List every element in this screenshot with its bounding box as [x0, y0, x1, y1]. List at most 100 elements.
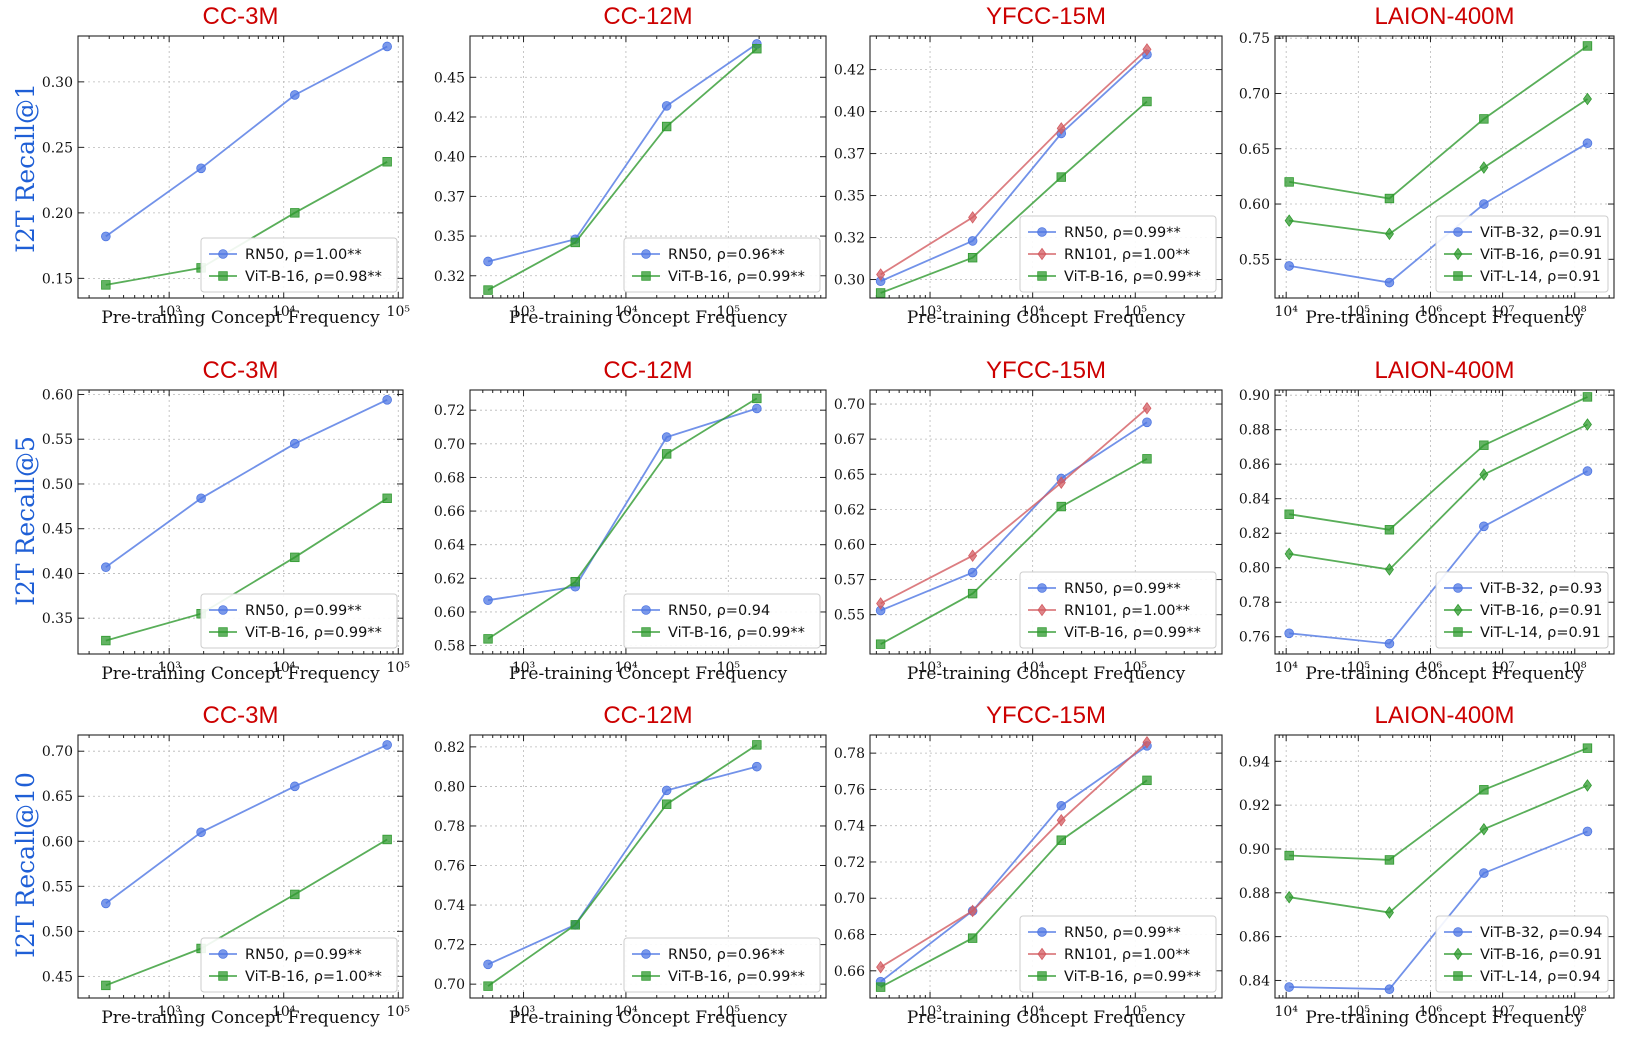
y-tick-label: 0.82 [434, 740, 465, 756]
y-tick-label: 0.78 [1239, 595, 1270, 611]
y-axis: 0.76 0.78 0.80 0.82 0.84 0.86 0.88 0.90 [1239, 388, 1614, 646]
series-line-vit-b-16 [1289, 98, 1588, 235]
data-point-rn50 [382, 41, 392, 52]
data-point-rn101 [1056, 122, 1066, 135]
y-tick-label: 0.68 [434, 470, 465, 486]
gridlines [1275, 36, 1614, 298]
legend-marker [641, 949, 651, 959]
data-point-vit-b-32 [1582, 138, 1593, 149]
legend-label: ViT-B-16, ρ=0.99** [668, 969, 805, 985]
data-point-vit-b-32 [1284, 261, 1294, 271]
series-group [1284, 743, 1593, 995]
x-tick-label: 10⁶ [1419, 1004, 1443, 1020]
legend-entry-rn50: RN50, ρ=0.96** [632, 947, 785, 963]
panel-title: LAION-400M [1374, 702, 1514, 729]
y-axis: 0.58 0.60 0.62 0.64 0.66 0.68 0.70 0.72 [434, 403, 826, 655]
x-tick-label: 10⁸ [1563, 660, 1587, 676]
data-point-vit-b-16 [752, 393, 762, 404]
data-point-vit-b-32 [1479, 199, 1489, 209]
legend-entry-vit-b-32: ViT-B-32, ρ=0.94 [1444, 925, 1602, 941]
y-tick-label: 0.88 [1239, 423, 1270, 439]
data-point-vit-b-16 [290, 889, 300, 900]
legend-label: ViT-L-14, ρ=0.91 [1480, 625, 1601, 641]
series-group [875, 43, 1152, 298]
plot-frame [469, 734, 827, 999]
data-point-vit-b-16 [1056, 835, 1066, 845]
y-tick-label: 0.84 [1239, 492, 1270, 508]
legend: RN50, ρ=0.96** ViT-B-16, ρ=0.99** [623, 237, 821, 293]
y-tick-label: 0.84 [1239, 973, 1270, 989]
data-point-rn50 [483, 256, 493, 267]
legend-entry-rn50: RN50, ρ=0.99** [1028, 925, 1181, 941]
legend-marker [218, 949, 228, 959]
series-group [483, 39, 762, 295]
y-tick-label: 0.66 [834, 964, 865, 980]
data-point-vit-b-16 [382, 834, 392, 845]
y-tick-label: 0.65 [834, 467, 865, 483]
legend-marker [1037, 947, 1047, 961]
x-tick-label: 10³ [512, 660, 535, 676]
data-point-vit-b-16 [570, 576, 580, 587]
panel-title: LAION-400M [1374, 3, 1514, 30]
legend-box [1019, 915, 1217, 993]
x-axis-label: Pre-training Concept Frequency [907, 308, 1186, 328]
data-point-vit-b-16 [290, 208, 300, 218]
y-tick-label: 0.50 [42, 477, 73, 493]
y-tick-label: 0.60 [42, 834, 73, 850]
legend-entry-vit-b-16: ViT-B-16, ρ=0.99** [632, 269, 805, 285]
data-point-vit-l-14 [1582, 41, 1593, 51]
y-axis: 0.35 0.40 0.45 0.50 0.55 0.60 [42, 387, 403, 627]
y-tick-label: 0.70 [42, 744, 73, 760]
series-line-vit-l-14 [1289, 747, 1588, 861]
data-point-rn101 [1142, 43, 1152, 56]
legend-marker [218, 971, 228, 981]
y-tick-label: 0.72 [834, 855, 865, 871]
legend-marker [641, 971, 651, 981]
legend-label: ViT-B-16, ρ=1.00** [245, 969, 382, 985]
data-point-vit-b-16 [1284, 547, 1294, 561]
y-tick-label: 0.20 [42, 206, 73, 222]
data-point-vit-b-32 [1479, 521, 1489, 532]
series-line-rn50 [105, 45, 388, 238]
legend-box [200, 593, 398, 649]
data-point-vit-b-16 [1582, 418, 1592, 431]
data-point-vit-b-32 [1284, 628, 1294, 639]
legend-entry-vit-l-14: ViT-L-14, ρ=0.94 [1444, 969, 1601, 985]
y-tick-label: 0.57 [834, 573, 865, 589]
data-point-rn50 [101, 898, 111, 909]
data-point-vit-b-16 [967, 933, 978, 943]
x-tick-label: 10⁷ [1491, 304, 1515, 320]
x-tick-label: 10³ [157, 304, 180, 320]
series-group [875, 735, 1152, 992]
data-point-vit-b-32 [1582, 466, 1593, 476]
legend-box [1019, 215, 1217, 293]
panel-title: CC-12M [603, 702, 692, 729]
legend-label: ViT-B-32, ρ=0.94 [1480, 925, 1602, 941]
legend-label: RN101, ρ=1.00** [1064, 247, 1190, 263]
series-line-rn50 [487, 43, 758, 263]
legend-marker [1453, 271, 1463, 281]
x-tick-label: 10⁵ [387, 1004, 411, 1020]
series-line-rn50 [105, 398, 388, 568]
data-point-vit-b-16 [875, 639, 886, 649]
data-point-vit-b-16 [382, 157, 392, 167]
y-tick-label: 0.42 [434, 110, 465, 126]
legend-marker [218, 627, 228, 637]
data-point-vit-b-16 [483, 285, 493, 295]
y-tick-label: 0.25 [42, 140, 73, 156]
data-point-vit-b-16 [570, 237, 580, 248]
data-point-vit-b-16 [1479, 161, 1489, 174]
y-axis: 0.30 0.32 0.35 0.37 0.40 0.42 [834, 63, 1222, 289]
legend-marker [1037, 971, 1047, 981]
legend-label: RN50, ρ=0.94 [668, 603, 770, 619]
x-tick-label: 10⁵ [387, 660, 411, 676]
data-point-rn50 [967, 567, 978, 578]
legend: ViT-B-32, ρ=0.94 ViT-B-16, ρ=0.91 ViT-L-14… [1435, 915, 1609, 993]
panel-r1-cc-3m: CC-3M 10³ 10⁴ 10⁵ Pre-training Concept Frequ… [42, 357, 411, 684]
legend-entry-vit-l-14: ViT-L-14, ρ=0.91 [1444, 269, 1601, 285]
legend-entry-vit-b-16: ViT-B-16, ρ=0.99** [632, 625, 805, 641]
